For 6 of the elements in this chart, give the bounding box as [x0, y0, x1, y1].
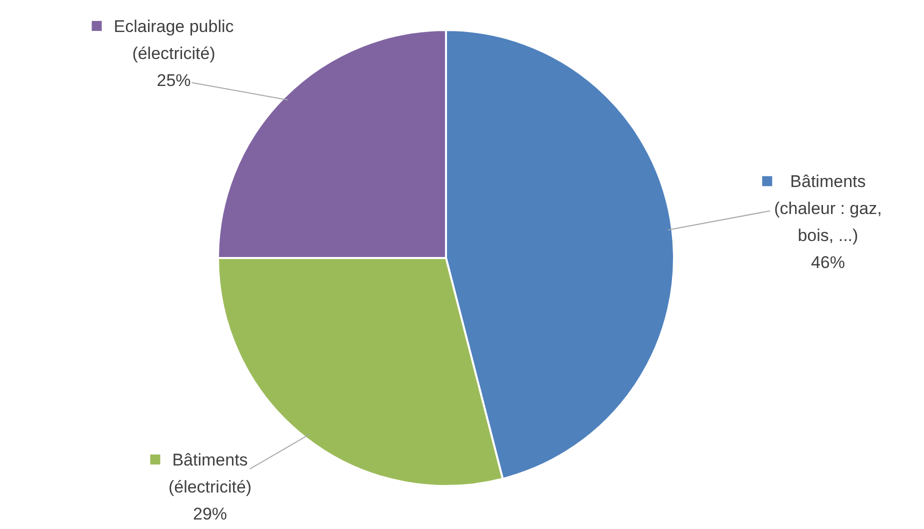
data-label: 46% [810, 253, 845, 272]
data-label: 25% [156, 70, 191, 90]
data-label: 29% [193, 504, 228, 524]
legend-label: Bâtiments (chaleur : gaz, bois, ...) [774, 172, 882, 246]
legend-label: Bâtiments (électricité) [168, 450, 252, 496]
legend-label: Eclairage public (électricité) [114, 16, 234, 63]
